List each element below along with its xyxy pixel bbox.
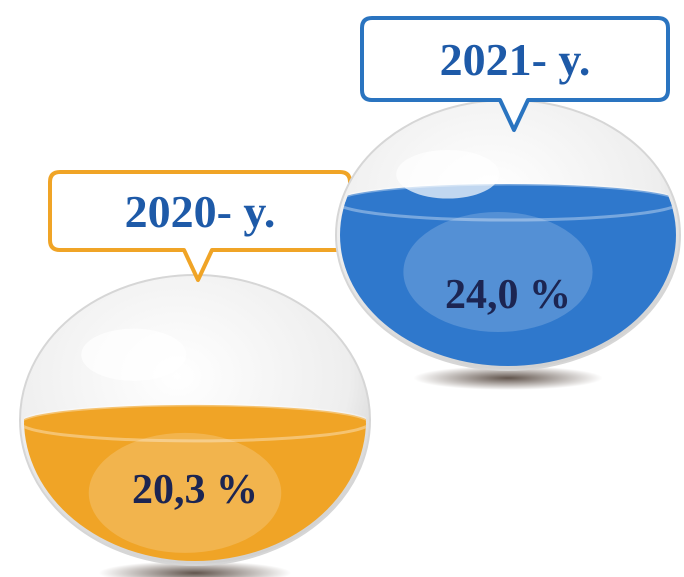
bowls: 20,3 % 2020- y. 24,0 % 2021- y.	[19, 16, 681, 577]
bowl-shadow	[98, 561, 292, 577]
value-label: 20,3 %	[132, 467, 258, 513]
category-label: 2020- y.	[125, 186, 276, 237]
glass-shine	[396, 149, 500, 199]
category-label: 2021- y.	[440, 34, 591, 85]
highlight	[403, 212, 593, 332]
bowl-shadow	[413, 366, 603, 390]
liquid-surface	[24, 403, 366, 443]
callout	[360, 16, 670, 132]
value-label: 24,0 %	[445, 272, 571, 318]
glass-shine	[81, 328, 187, 381]
callout	[48, 170, 352, 282]
highlight	[88, 432, 282, 553]
